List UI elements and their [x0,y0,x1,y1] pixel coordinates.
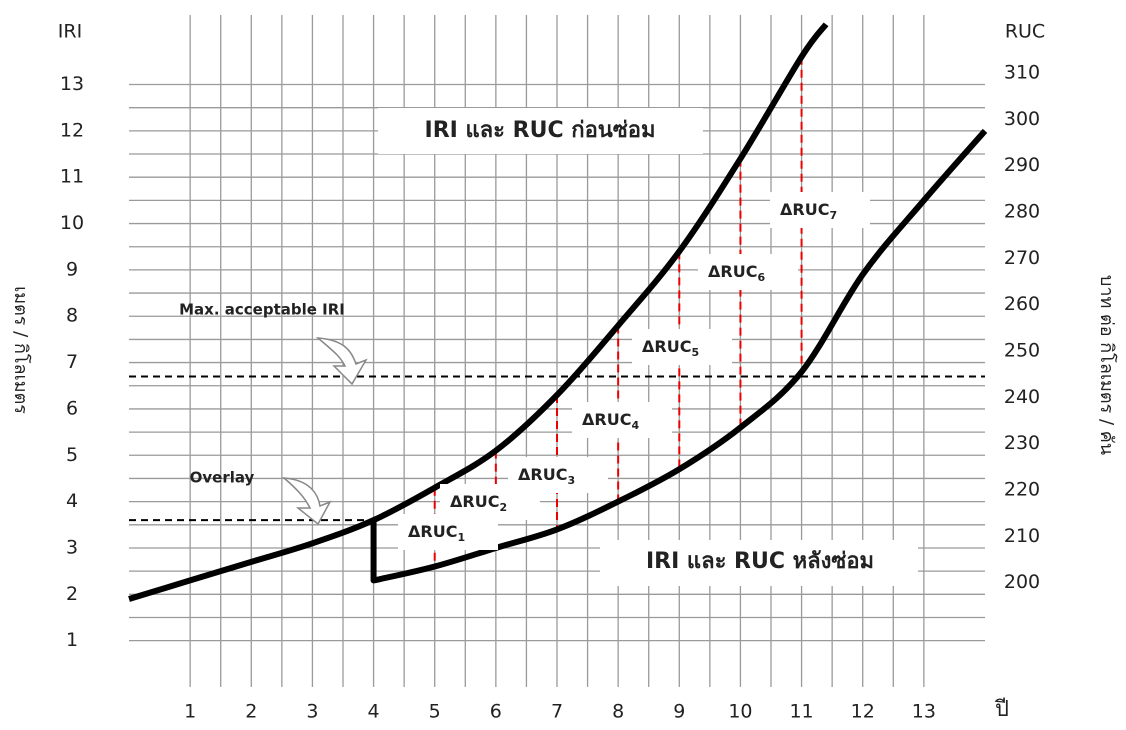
x-tick-label: 3 [306,701,318,723]
y2-axis-title: RUC [1005,21,1045,43]
annotation-text: ΔRUC [518,465,567,484]
y-tick-label: 13 [60,73,84,95]
series-label: IRI และ RUC หลังซ่อม [646,549,874,574]
label-bg [600,540,918,586]
label-bg [378,108,703,154]
y2-tick-label: 250 [1004,340,1040,362]
annotation: ΔRUC7 [780,200,837,223]
annotation: ΔRUC5 [642,337,699,360]
y-tick-label: 6 [66,397,78,419]
annotation-bg [770,192,870,228]
annotation-subscript: 3 [567,474,575,487]
x-tick-label: 10 [728,701,752,723]
annotation-subscript: 7 [829,209,837,222]
curve [128,22,829,602]
annotation-text: ΔRUC [582,410,631,429]
annotation-subscript: 6 [757,271,765,284]
annotation-text: ΔRUC [780,200,829,219]
y-axis-title: IRI [58,21,82,43]
y2-axis-label: บาท ต่อ กิโลเมตร / คัน [1096,275,1118,455]
annotation: ΔRUC1 [408,522,465,545]
series-label: IRI และ RUC ก่อนซ่อม [425,118,656,143]
y-tick-label: 12 [60,119,84,141]
annotation: ΔRUC6 [708,262,765,285]
y-tick-label: 3 [66,536,78,558]
x-tick-label: 13 [912,701,936,723]
y2-tick-label: 210 [1004,525,1040,547]
y-tick-label: 11 [60,166,84,188]
curve [370,128,988,584]
x-tick-label: 4 [368,701,380,723]
annotation-subscript: 4 [631,419,639,432]
x-tick-label: 11 [789,701,813,723]
annotation-subscript: 1 [457,531,465,544]
reference-label: Overlay [190,469,255,487]
annotation: ΔRUC3 [518,465,575,488]
annotation: ΔRUC2 [450,492,507,515]
y2-tick-label: 260 [1004,293,1040,315]
x-tick-label: 12 [851,701,875,723]
x-tick-label: 2 [245,701,257,723]
annotation-text: ΔRUC [408,522,457,541]
annotation-bg [632,329,732,365]
x-axis-label: ปี [994,697,1009,722]
annotation-text: ΔRUC [450,492,499,511]
y-tick-label: 5 [66,444,78,466]
y2-tick-label: 280 [1004,200,1040,222]
annotation-bg [508,457,608,493]
annotation-bg [698,254,798,290]
annotation-subscript: 5 [691,346,699,359]
reference-label: Max. acceptable IRI [179,301,345,319]
x-tick-label: 9 [673,701,685,723]
y2-tick-label: 230 [1004,432,1040,454]
annotation: ΔRUC4 [582,410,639,433]
x-tick-label: 6 [490,701,502,723]
y2-tick-label: 310 [1004,61,1040,83]
x-tick-label: 7 [551,701,563,723]
y2-tick-label: 290 [1004,154,1040,176]
y2-tick-label: 220 [1004,479,1040,501]
y-tick-label: 8 [66,305,78,327]
y-tick-label: 4 [66,490,78,512]
x-tick-label: 1 [184,701,196,723]
y2-tick-label: 200 [1004,571,1040,593]
x-tick-label: 8 [612,701,624,723]
y-tick-label: 9 [66,258,78,280]
arrow [281,477,332,526]
annotation-text: ΔRUC [708,262,757,281]
y-tick-label: 10 [60,212,84,234]
annotation-bg [572,402,672,438]
y2-tick-label: 270 [1004,247,1040,269]
y-tick-label: 7 [66,351,78,373]
y2-tick-label: 300 [1004,108,1040,130]
arrow [315,337,368,386]
annotation-subscript: 2 [499,501,507,514]
y2-tick-label: 240 [1004,386,1040,408]
y-tick-label: 1 [66,629,78,651]
y-axis-label: เมตร / กิโลเมตร [10,286,32,414]
y-tick-label: 2 [66,583,78,605]
x-tick-label: 5 [429,701,441,723]
annotation-text: ΔRUC [642,337,691,356]
